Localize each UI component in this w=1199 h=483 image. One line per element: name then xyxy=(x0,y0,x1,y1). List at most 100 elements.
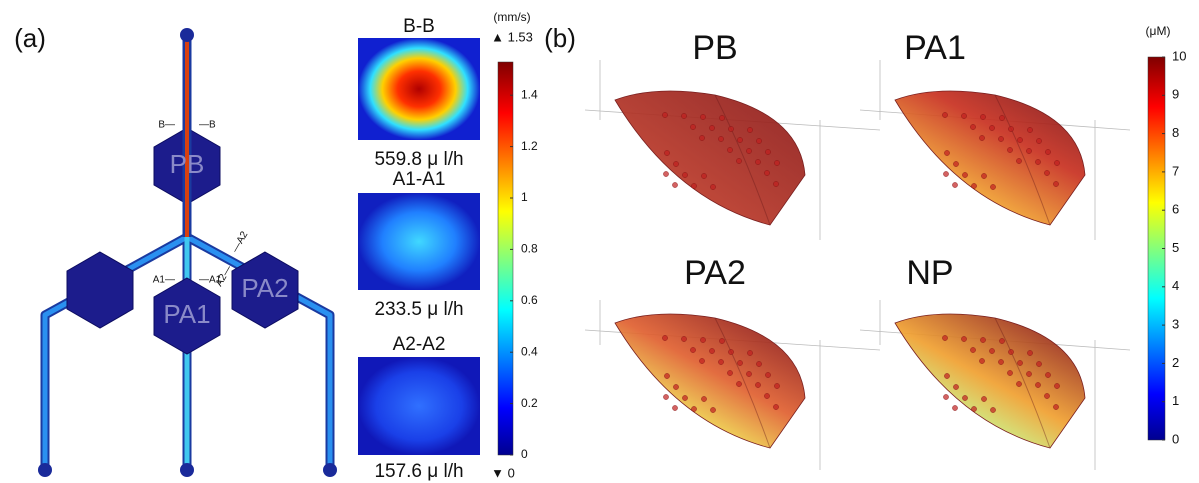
particle xyxy=(764,393,770,399)
particle xyxy=(1017,137,1023,143)
tick-label: 9 xyxy=(1172,87,1179,102)
particle xyxy=(1045,372,1051,378)
particle xyxy=(943,171,949,177)
particle xyxy=(980,337,986,343)
section-mark: —A1 xyxy=(199,275,222,286)
tick-label: 0.6 xyxy=(521,293,538,307)
particle xyxy=(953,384,959,390)
particle xyxy=(709,125,715,131)
particle xyxy=(1044,170,1050,176)
particle xyxy=(1036,361,1042,367)
particle xyxy=(672,182,678,188)
tick-label: 1 xyxy=(521,190,528,204)
view-title: NP xyxy=(906,254,953,292)
dome xyxy=(894,313,1086,449)
particle xyxy=(1053,181,1059,187)
particle xyxy=(998,136,1004,142)
particle xyxy=(989,348,995,354)
particle xyxy=(664,150,670,156)
particle xyxy=(953,161,959,167)
particle xyxy=(1035,159,1041,165)
particle xyxy=(710,407,716,413)
particle xyxy=(942,112,948,118)
particle xyxy=(718,359,724,365)
particle xyxy=(961,336,967,342)
section-mark: B— xyxy=(158,120,175,131)
particle xyxy=(1027,127,1033,133)
device xyxy=(38,28,337,477)
section-mark: —A2 xyxy=(230,229,251,254)
particle xyxy=(664,373,670,379)
view-title: PA1 xyxy=(904,29,966,67)
particle xyxy=(1016,381,1022,387)
particle xyxy=(979,135,985,141)
particle xyxy=(999,338,1005,344)
particle xyxy=(719,115,725,121)
particle xyxy=(1016,158,1022,164)
tick-label: 6 xyxy=(1172,202,1179,217)
particle xyxy=(1007,370,1013,376)
particle xyxy=(699,135,705,141)
particle xyxy=(682,172,688,178)
particle xyxy=(727,147,733,153)
tick-label: 1 xyxy=(1172,393,1179,408)
particle xyxy=(998,359,1004,365)
dome-edge xyxy=(714,94,771,226)
tick-label: 1.2 xyxy=(521,139,538,153)
particle xyxy=(989,125,995,131)
particle xyxy=(1008,349,1014,355)
tick-label: 0 xyxy=(521,447,528,461)
particle xyxy=(756,138,762,144)
colorbar-unit: (mm/s) xyxy=(493,10,530,24)
particle xyxy=(962,172,968,178)
particle xyxy=(699,358,705,364)
particle xyxy=(1045,149,1051,155)
particle xyxy=(773,404,779,410)
particle xyxy=(990,407,996,413)
particle xyxy=(755,159,761,165)
particle xyxy=(718,136,724,142)
tick-label: 7 xyxy=(1172,163,1179,178)
particle xyxy=(736,158,742,164)
particle xyxy=(999,115,1005,121)
particle xyxy=(944,150,950,156)
dome xyxy=(614,90,806,226)
particle xyxy=(737,360,743,366)
particle xyxy=(746,371,752,377)
section-mark: A1— xyxy=(153,275,175,286)
particle xyxy=(961,113,967,119)
tick-label: 10 xyxy=(1172,48,1186,63)
particle xyxy=(970,124,976,130)
particle xyxy=(981,173,987,179)
dome xyxy=(614,313,806,449)
view-title: PA2 xyxy=(684,254,746,292)
particle xyxy=(980,114,986,120)
colorbar-max: ▲ 1.53 xyxy=(491,29,533,44)
tick-label: 1.4 xyxy=(521,87,538,101)
tick-label: 5 xyxy=(1172,240,1179,255)
particle xyxy=(719,338,725,344)
particle xyxy=(737,137,743,143)
tick-label: 0.4 xyxy=(521,344,538,358)
particle xyxy=(710,184,716,190)
particle xyxy=(756,361,762,367)
particle xyxy=(1054,160,1060,166)
particle xyxy=(700,114,706,120)
particle xyxy=(690,124,696,130)
tick-label: 4 xyxy=(1172,278,1179,293)
particle xyxy=(701,396,707,402)
particle xyxy=(774,383,780,389)
section-title: B-B xyxy=(403,16,435,37)
particle xyxy=(681,336,687,342)
particle xyxy=(746,148,752,154)
particle xyxy=(944,373,950,379)
particle xyxy=(747,127,753,133)
tick-label: 2 xyxy=(1172,355,1179,370)
particle xyxy=(727,370,733,376)
colorbar xyxy=(497,61,514,456)
particle xyxy=(736,381,742,387)
particle xyxy=(943,394,949,400)
particle xyxy=(952,405,958,411)
particle xyxy=(773,181,779,187)
